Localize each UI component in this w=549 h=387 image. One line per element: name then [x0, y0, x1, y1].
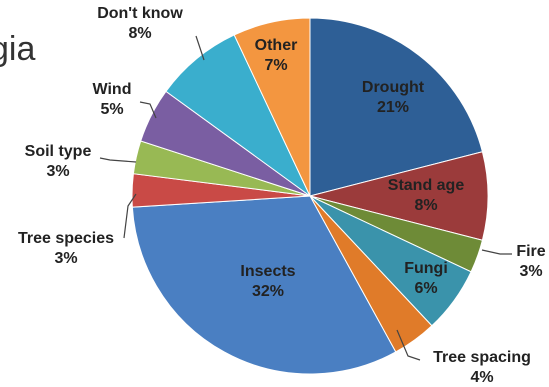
- slice-percent-label: 3%: [519, 263, 542, 280]
- slice-percent-label: 6%: [414, 280, 437, 297]
- slice-percent-label: 21%: [377, 99, 409, 116]
- slice-label: Fungi: [404, 260, 448, 277]
- slice-percent-label: 4%: [470, 369, 493, 386]
- partial-title-text: gia: [0, 30, 36, 68]
- slice-percent-label: 3%: [46, 163, 69, 180]
- leader-line: [481, 249, 512, 255]
- slice-label: Drought: [362, 79, 425, 96]
- leader-line: [99, 157, 137, 163]
- slice-percent-label: 3%: [54, 250, 77, 267]
- slice-percent-label: 8%: [414, 197, 437, 214]
- pie-slice-other: [233, 17, 311, 197]
- slice-percent-label: 5%: [100, 101, 123, 118]
- slice-label: Don't know: [97, 5, 183, 22]
- slice-label: Fire: [516, 243, 545, 260]
- leader-line: [195, 35, 205, 61]
- slice-percent-label: 7%: [264, 57, 287, 74]
- slice-label: Soil type: [25, 143, 92, 160]
- slice-label: Insects: [240, 263, 295, 280]
- leader-line: [123, 193, 137, 239]
- slice-label: Tree species: [18, 230, 114, 247]
- pie-slice-stand-age: [309, 151, 489, 241]
- pie-slice-don-t-know: [165, 34, 311, 197]
- slice-label: Stand age: [388, 177, 465, 194]
- leader-line: [396, 329, 421, 361]
- slice-label: Tree spacing: [433, 349, 531, 366]
- pie-slice-insects: [131, 195, 397, 375]
- slice-percent-label: 32%: [252, 283, 284, 300]
- leader-line: [139, 101, 157, 119]
- slice-label: Other: [255, 37, 298, 54]
- slice-label: Wind: [93, 81, 132, 98]
- pie-slice-drought: [309, 17, 484, 197]
- slice-percent-label: 8%: [128, 25, 151, 42]
